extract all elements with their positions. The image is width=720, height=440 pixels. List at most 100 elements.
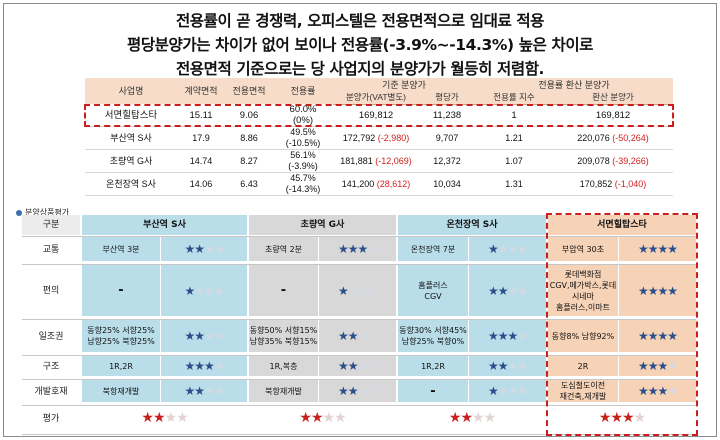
star-rating: ★ ★ ★ ★	[619, 380, 696, 402]
grid-corner-label: 구분	[22, 215, 80, 235]
star-empty-icon: ★	[367, 359, 378, 373]
star-filled-icon: ★	[194, 242, 205, 256]
criteria-cell: 1R,2R	[398, 356, 468, 376]
star-empty-icon: ★	[667, 359, 678, 373]
bullet-icon	[16, 209, 22, 216]
cell-converted: 209,078 (-39,266)	[553, 149, 673, 173]
price-value: 141,200	[341, 178, 375, 189]
star-filled-icon: ★	[657, 283, 669, 298]
star-rating: ★ ★ ★ ★	[319, 237, 396, 261]
star-rating: ★ ★ ★ ★	[161, 237, 247, 261]
star-rating: ★ ★ ★ ★	[319, 380, 396, 402]
star-filled-icon: ★	[507, 329, 519, 343]
ratio-diff: (-3.9%)	[288, 161, 318, 171]
cell-ratio: 45.7% (-14.3%)	[273, 172, 333, 196]
star-empty-icon: ★	[357, 384, 369, 398]
star-filled-icon: ★	[347, 384, 359, 398]
star-filled-icon: ★	[622, 410, 635, 426]
headline-line-2: 평당분양가는 차이가 없어 보이나 전용률(-3.9%~-14.3%) 높은 차…	[126, 36, 594, 54]
ratio-diff: (-10.5%)	[285, 138, 321, 148]
star-empty-icon: ★	[213, 359, 225, 373]
row-divider	[22, 434, 696, 435]
highlight-column-outline	[546, 213, 698, 436]
header-exclusive-ratio: 전용률	[273, 78, 333, 104]
star-rating: ★ ★ ★ ★	[619, 265, 696, 316]
star-filled-icon: ★	[610, 410, 623, 426]
star-rating: ★ ★ ★ ★	[161, 380, 247, 402]
criteria-cell: -	[82, 265, 160, 316]
table-row: 온천장역 S사 14.06 6.43 45.7% (-14.3%) 141,200…	[85, 172, 673, 196]
star-empty-icon: ★	[357, 359, 369, 373]
star-filled-icon: ★	[487, 242, 499, 256]
ratio-value: 49.5%	[290, 127, 316, 137]
star-filled-icon: ★	[637, 359, 649, 373]
header-price-vat: 분양가(VAT별도)	[333, 92, 419, 105]
cell-index: 1.21	[475, 126, 553, 150]
converted-diff: (-50,264)	[612, 132, 649, 143]
star-filled-icon: ★	[487, 283, 499, 298]
row-divider	[22, 355, 696, 356]
star-filled-icon: ★	[667, 283, 678, 298]
header-contract-area: 계약면적	[177, 78, 225, 104]
star-filled-icon: ★	[667, 242, 678, 256]
star-rating: ★ ★ ★ ★	[469, 380, 546, 402]
column-header: 서면힐탑스타	[548, 215, 696, 235]
star-filled-icon: ★	[194, 384, 205, 398]
row-label: 편의	[42, 286, 60, 296]
cell-price: 141,200 (28,612)	[333, 172, 419, 196]
star-empty-icon: ★	[204, 329, 215, 343]
ratio-value: 60.0%	[289, 104, 317, 115]
price-value: 169,812	[358, 109, 394, 121]
column-header: 부산역 S사	[82, 215, 247, 235]
overall-rating: ★ ★ ★ ★	[249, 406, 396, 430]
header-converted-price: 전용률 환산 분양가	[475, 78, 673, 92]
star-filled-icon: ★	[657, 242, 669, 256]
star-filled-icon: ★	[598, 410, 612, 426]
criteria-cell: 부암역 30초	[548, 237, 618, 261]
star-rating: ★ ★ ★ ★	[469, 237, 546, 261]
star-empty-icon: ★	[517, 283, 528, 298]
cell-per-pyeong: 12,372	[419, 149, 475, 173]
star-empty-icon: ★	[517, 329, 528, 343]
cell-converted: 220,076 (-50,264)	[553, 126, 673, 150]
star-empty-icon: ★	[357, 329, 369, 343]
star-rating: ★ ★ ★ ★	[161, 356, 247, 376]
star-filled-icon: ★	[141, 410, 154, 426]
star-filled-icon: ★	[487, 384, 499, 398]
price-value: 181,881	[340, 155, 373, 166]
cell-ratio: 56.1% (-3.9%)	[273, 149, 333, 173]
star-empty-icon: ★	[483, 410, 497, 426]
star-empty-icon: ★	[517, 242, 528, 256]
column-header: 온천장역 S사	[398, 215, 546, 235]
ratio-diff: (-14.3%)	[285, 184, 321, 194]
star-rating: ★ ★ ★ ★	[319, 320, 396, 352]
star-filled-icon: ★	[448, 410, 462, 426]
star-rating: ★ ★ ★ ★	[619, 356, 696, 376]
star-empty-icon: ★	[507, 283, 519, 298]
star-empty-icon: ★	[517, 384, 528, 398]
table-row: 부산역 S사 17.9 8.86 49.5% (-10.5%) 172,792 (…	[85, 126, 673, 150]
criteria-cell: -	[249, 265, 318, 316]
price-comparison-table: 사업명 계약면적 전용면적 전용률 기준 분양가 전용률 환산 분양가 분양가(…	[85, 78, 673, 196]
star-empty-icon: ★	[204, 283, 215, 298]
star-filled-icon: ★	[184, 384, 195, 398]
column-header: 초량역 G사	[249, 215, 396, 235]
row-label: 평가	[42, 414, 60, 424]
star-filled-icon: ★	[184, 359, 195, 373]
star-empty-icon: ★	[213, 283, 225, 298]
star-empty-icon: ★	[334, 410, 347, 426]
star-filled-icon: ★	[347, 329, 359, 343]
table-row: 초량역 G사 14.74 8.27 56.1% (-3.9%) 181,881 (…	[85, 149, 673, 173]
headline-line-3: 전용면적 기준으로는 당 사업지의 분양가가 월등히 저렴함.	[175, 60, 545, 78]
price-diff: (-12,069)	[375, 155, 412, 166]
cell-exclusive: 8.86	[225, 126, 273, 150]
price-diff: (28,612)	[376, 178, 411, 189]
overall-rating: ★ ★ ★ ★	[548, 406, 696, 430]
star-filled-icon: ★	[497, 359, 509, 373]
criteria-cell: 북항재개발	[82, 380, 160, 402]
cell-per-pyeong: 10,034	[419, 172, 475, 196]
star-filled-icon: ★	[337, 283, 349, 298]
section-title: 분양상품평가	[16, 207, 69, 218]
section-title-text: 분양상품평가	[25, 208, 70, 217]
star-filled-icon: ★	[647, 329, 659, 343]
